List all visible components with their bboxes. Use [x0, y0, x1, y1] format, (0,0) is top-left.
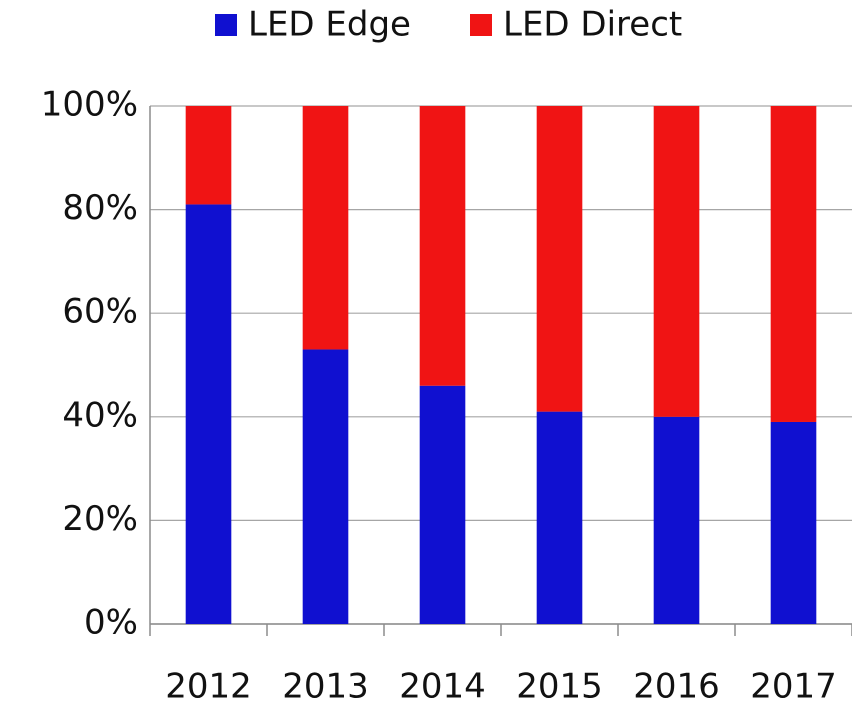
legend-swatch [215, 14, 237, 36]
y-tick-label: 40% [62, 395, 138, 435]
legend-label: LED Edge [248, 5, 411, 45]
bar-segment [653, 106, 700, 417]
y-tick-label: 80% [62, 188, 138, 228]
y-tick-label: 100% [41, 85, 138, 125]
x-tick-label: 2013 [282, 667, 369, 705]
y-tick-label: 60% [62, 292, 138, 332]
bar-segment [302, 106, 349, 350]
y-tick-label: 0% [84, 603, 138, 643]
bar-segment [185, 204, 232, 625]
x-tick-label: 2016 [633, 667, 720, 705]
bar-segment [419, 106, 466, 386]
bar-segment [770, 106, 817, 422]
bar-segment [536, 411, 583, 624]
x-tick-label: 2017 [750, 667, 837, 705]
bar-segment [302, 349, 349, 624]
bar-segment [770, 421, 817, 624]
legend-swatch [470, 14, 492, 36]
x-tick-label: 2012 [165, 667, 252, 705]
bar-segment [185, 106, 232, 205]
bar-segment [536, 106, 583, 412]
bar-segment [653, 416, 700, 624]
x-tick-label: 2014 [399, 667, 486, 705]
bar-segment [419, 385, 466, 624]
y-tick-label: 20% [62, 499, 138, 539]
x-tick-label: 2015 [516, 667, 603, 705]
legend-label: LED Direct [503, 5, 682, 45]
